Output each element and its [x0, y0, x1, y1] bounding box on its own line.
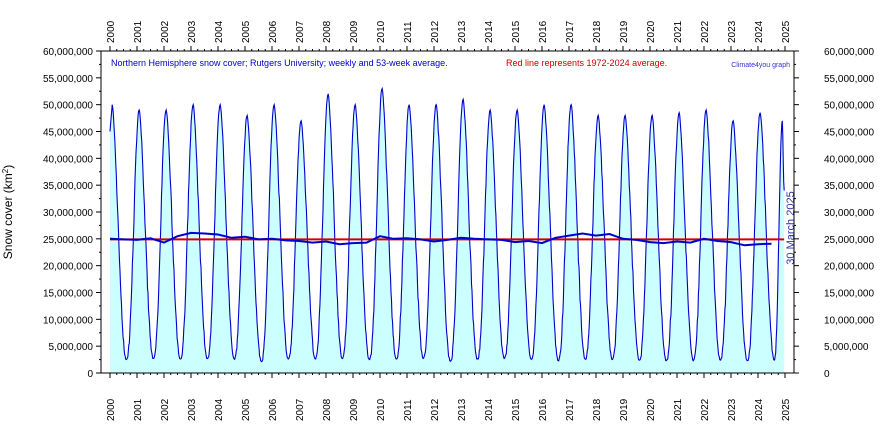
y-tick-label-right: 10,000,000: [824, 315, 874, 326]
x-tick-label-top: 2020: [646, 20, 657, 43]
y-tick-label-right: 5,000,000: [824, 342, 869, 353]
y-tick-label-left: 30,000,000: [43, 208, 93, 219]
y-tick-label-left: 55,000,000: [43, 74, 93, 85]
y-tick-label-left: 35,000,000: [43, 181, 93, 192]
x-tick-label-top: 2012: [430, 20, 441, 43]
plot-frame: [100, 50, 795, 374]
x-tick-label-bottom: 2021: [673, 398, 684, 421]
y-tick-label-left: 50,000,000: [43, 101, 93, 112]
x-tick-label-bottom: 2024: [754, 398, 765, 421]
x-tick-label-top: 2013: [457, 20, 468, 43]
x-tick-label-top: 2015: [511, 20, 522, 43]
x-tick-label-bottom: 2010: [376, 398, 387, 421]
date-label: 30 March 2025: [785, 191, 797, 264]
running-average-53wk-line: [109, 231, 772, 247]
x-tick-label-top: 2009: [349, 20, 360, 43]
y-tick-label-left: 60,000,000: [43, 47, 93, 58]
chart-title-note: Red line represents 1972-2024 average.: [506, 58, 667, 68]
x-tick-label-bottom: 2006: [268, 398, 279, 421]
chart-title: Northern Hemisphere snow cover; Rutgers …: [111, 58, 448, 68]
x-tick-label-top: 2005: [241, 20, 252, 43]
y-tick-label-left: 20,000,000: [43, 262, 93, 273]
x-tick-label-top: 2023: [727, 20, 738, 43]
y-tick-label-right: 0: [824, 369, 830, 380]
x-tick-label-top: 2021: [673, 20, 684, 43]
y-tick-label-left: 25,000,000: [43, 235, 93, 246]
x-tick-label-bottom: 2019: [619, 398, 630, 421]
weekly-snow-cover-area: [110, 88, 785, 373]
y-tick-label-right: 15,000,000: [824, 289, 874, 300]
y-tick-label-right: 25,000,000: [824, 235, 874, 246]
x-tick-label-bottom: 2018: [592, 398, 603, 421]
weekly-snow-cover-line: [109, 86, 785, 363]
x-tick-label-bottom: 2012: [430, 398, 441, 421]
x-tick-label-top: 2000: [106, 20, 117, 43]
y-tick-label-right: 60,000,000: [824, 47, 874, 58]
x-tick-label-bottom: 2000: [106, 398, 117, 421]
x-tick-label-top: 2016: [538, 20, 549, 43]
y-tick-label-right: 40,000,000: [824, 154, 874, 165]
x-tick-label-top: 2008: [322, 20, 333, 43]
x-tick-label-bottom: 2003: [187, 398, 198, 421]
x-tick-label-bottom: 2016: [538, 398, 549, 421]
x-tick-label-top: 2017: [565, 20, 576, 43]
x-tick-label-top: 2002: [160, 20, 171, 43]
x-tick-label-top: 2011: [403, 21, 414, 43]
x-tick-label-bottom: 2007: [295, 398, 306, 421]
x-tick-label-bottom: 2013: [457, 398, 468, 421]
x-tick-label-top: 2001: [133, 20, 144, 43]
y-tick-label-left: 15,000,000: [43, 289, 93, 300]
x-tick-label-top: 2019: [619, 20, 630, 43]
x-tick-label-top: 2024: [754, 20, 765, 43]
x-tick-label-bottom: 2009: [349, 398, 360, 421]
x-tick-label-bottom: 2025: [781, 398, 792, 421]
x-tick-label-bottom: 2011: [403, 399, 414, 421]
y-tick-label-right: 55,000,000: [824, 74, 874, 85]
y-tick-label-left: 40,000,000: [43, 154, 93, 165]
y-tick-label-left: 0: [87, 369, 93, 380]
x-tick-label-bottom: 2020: [646, 398, 657, 421]
x-tick-label-top: 2007: [295, 20, 306, 43]
x-tick-label-bottom: 2014: [484, 398, 495, 421]
y-tick-label-right: 45,000,000: [824, 128, 874, 139]
y-tick-label-left: 45,000,000: [43, 128, 93, 139]
y-axis-label-sup: 2: [1, 168, 10, 173]
x-tick-label-bottom: 2022: [700, 398, 711, 421]
x-tick-label-bottom: 2008: [322, 398, 333, 421]
x-tick-label-bottom: 2023: [727, 398, 738, 421]
x-tick-label-top: 2022: [700, 20, 711, 43]
y-tick-label-right: 20,000,000: [824, 262, 874, 273]
y-tick-label-right: 50,000,000: [824, 101, 874, 112]
x-tick-label-bottom: 2002: [160, 398, 171, 421]
x-tick-label-top: 2010: [376, 20, 387, 43]
x-tick-label-top: 2018: [592, 20, 603, 43]
y-tick-label-right: 35,000,000: [824, 181, 874, 192]
x-tick-label-top: 2006: [268, 20, 279, 43]
y-tick-label-right: 30,000,000: [824, 208, 874, 219]
chart-credit: Climate4you graph: [731, 62, 790, 69]
y-tick-label-left: 10,000,000: [43, 315, 93, 326]
x-tick-label-bottom: 2005: [241, 398, 252, 421]
x-tick-label-top: 2014: [484, 20, 495, 43]
x-tick-label-top: 2025: [781, 20, 792, 43]
x-tick-label-bottom: 2001: [133, 398, 144, 421]
x-tick-label-bottom: 2017: [565, 398, 576, 421]
y-axis-label: Snow cover (km2): [1, 165, 16, 259]
y-tick-label-left: 5,000,000: [49, 342, 94, 353]
x-tick-label-top: 2003: [187, 20, 198, 43]
x-tick-label-top: 2004: [214, 20, 225, 43]
x-tick-label-bottom: 2004: [214, 398, 225, 421]
x-tick-label-bottom: 2015: [511, 398, 522, 421]
